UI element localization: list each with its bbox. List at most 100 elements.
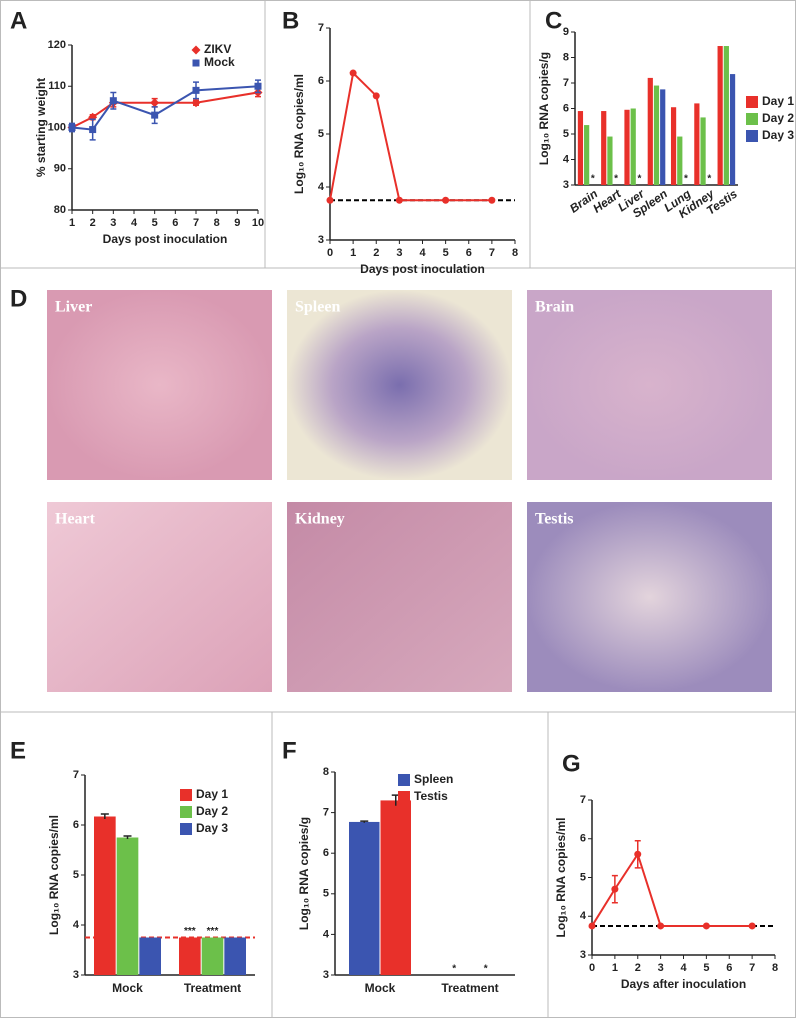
bar bbox=[179, 937, 201, 975]
marker bbox=[151, 111, 159, 119]
annotation: * bbox=[484, 964, 488, 975]
legend-swatch bbox=[746, 113, 758, 125]
legend-label: Day 2 bbox=[196, 804, 228, 818]
marker bbox=[191, 98, 201, 108]
legend-label: Day 2 bbox=[762, 111, 794, 125]
bar bbox=[647, 77, 653, 185]
bar bbox=[349, 821, 380, 975]
marker bbox=[488, 196, 496, 204]
x-tick-label: 3 bbox=[110, 217, 116, 229]
x-tick-label: 5 bbox=[152, 217, 158, 229]
x-axis-label: Days after inoculation bbox=[621, 977, 746, 991]
bar bbox=[201, 937, 224, 975]
marker bbox=[748, 922, 756, 930]
marker bbox=[442, 196, 450, 204]
bar bbox=[601, 111, 607, 185]
x-tick-label: 4 bbox=[131, 217, 138, 229]
legend-label: Day 3 bbox=[762, 128, 794, 142]
error-bar bbox=[123, 835, 132, 839]
x-tick-label: 2 bbox=[373, 247, 379, 259]
panel-letter: F bbox=[282, 737, 297, 764]
x-tick-label: 1 bbox=[612, 962, 618, 974]
histology-image bbox=[47, 290, 272, 480]
marker bbox=[702, 922, 710, 930]
x-tick-label: Mock bbox=[365, 981, 396, 995]
marker bbox=[611, 885, 619, 893]
x-tick-label: 8 bbox=[214, 217, 220, 229]
bar bbox=[677, 136, 683, 185]
marker bbox=[349, 69, 357, 77]
bar bbox=[139, 937, 161, 975]
image-label: Heart bbox=[55, 511, 96, 528]
panel-letter: D bbox=[10, 285, 27, 312]
x-tick-label: 10 bbox=[252, 217, 264, 229]
marker bbox=[395, 196, 403, 204]
y-tick-label: 8 bbox=[563, 51, 569, 63]
y-axis-label: Log₁₀ RNA copies/ml bbox=[292, 74, 306, 194]
image-label: Kidney bbox=[295, 511, 345, 528]
x-tick-label: 6 bbox=[172, 217, 178, 229]
marker bbox=[89, 126, 97, 134]
marker bbox=[191, 45, 201, 55]
x-tick-label: Treatment bbox=[184, 981, 241, 995]
y-tick-label: 120 bbox=[48, 39, 66, 51]
legend-label: Mock bbox=[204, 55, 235, 69]
y-tick-label: 4 bbox=[563, 153, 570, 165]
legend-label: Day 1 bbox=[762, 94, 794, 108]
x-tick-label: 0 bbox=[589, 962, 595, 974]
y-axis-label: % starting weight bbox=[34, 78, 48, 177]
x-tick-label: 5 bbox=[703, 962, 709, 974]
marker bbox=[254, 82, 262, 90]
series-line bbox=[329, 71, 492, 202]
y-tick-label: 5 bbox=[318, 128, 324, 140]
y-tick-label: 3 bbox=[580, 949, 586, 961]
x-tick-label: Treatment bbox=[441, 981, 498, 995]
x-tick-label: 1 bbox=[350, 247, 356, 259]
bar bbox=[630, 108, 636, 185]
marker bbox=[372, 92, 380, 100]
y-tick-label: 6 bbox=[73, 819, 79, 831]
y-tick-label: 9 bbox=[563, 26, 569, 38]
y-tick-label: 4 bbox=[323, 928, 330, 940]
series-line bbox=[591, 851, 753, 927]
annotation: * bbox=[637, 174, 641, 185]
bar bbox=[584, 125, 590, 185]
bar bbox=[380, 800, 411, 975]
x-tick-label: 2 bbox=[635, 962, 641, 974]
marker bbox=[657, 922, 665, 930]
x-tick-label: 4 bbox=[680, 962, 687, 974]
y-tick-label: 3 bbox=[318, 234, 324, 246]
legend-swatch bbox=[180, 789, 192, 801]
bar bbox=[116, 837, 139, 975]
marker bbox=[68, 124, 76, 131]
x-tick-label: 8 bbox=[772, 962, 778, 974]
y-tick-label: 100 bbox=[48, 121, 66, 133]
histology-image bbox=[47, 502, 272, 692]
panel-letter: G bbox=[562, 750, 581, 777]
y-tick-label: 5 bbox=[580, 871, 586, 883]
x-tick-label: 7 bbox=[489, 247, 495, 259]
x-tick-label: 3 bbox=[396, 247, 402, 259]
y-tick-label: 7 bbox=[580, 794, 586, 806]
y-axis-label: Log₁₀ RNA copies/g bbox=[297, 817, 311, 930]
y-tick-label: 5 bbox=[73, 869, 79, 881]
bar bbox=[94, 816, 116, 975]
marker bbox=[326, 196, 334, 204]
annotation: * bbox=[684, 174, 688, 185]
bar bbox=[670, 107, 677, 185]
y-tick-label: 6 bbox=[563, 102, 569, 114]
legend-label: Testis bbox=[414, 789, 448, 803]
legend-swatch bbox=[180, 823, 192, 835]
annotation: *** bbox=[184, 926, 196, 937]
histology-image bbox=[287, 290, 512, 480]
y-tick-label: 3 bbox=[563, 179, 569, 191]
histology-image bbox=[287, 502, 512, 692]
y-tick-label: 3 bbox=[73, 969, 79, 981]
x-tick-label: 7 bbox=[749, 962, 755, 974]
x-tick-label: Mock bbox=[112, 981, 143, 995]
y-tick-label: 90 bbox=[54, 163, 66, 175]
annotation: * bbox=[614, 174, 618, 185]
panel-letter: B bbox=[282, 7, 299, 34]
marker bbox=[109, 97, 117, 105]
image-label: Testis bbox=[535, 511, 574, 528]
